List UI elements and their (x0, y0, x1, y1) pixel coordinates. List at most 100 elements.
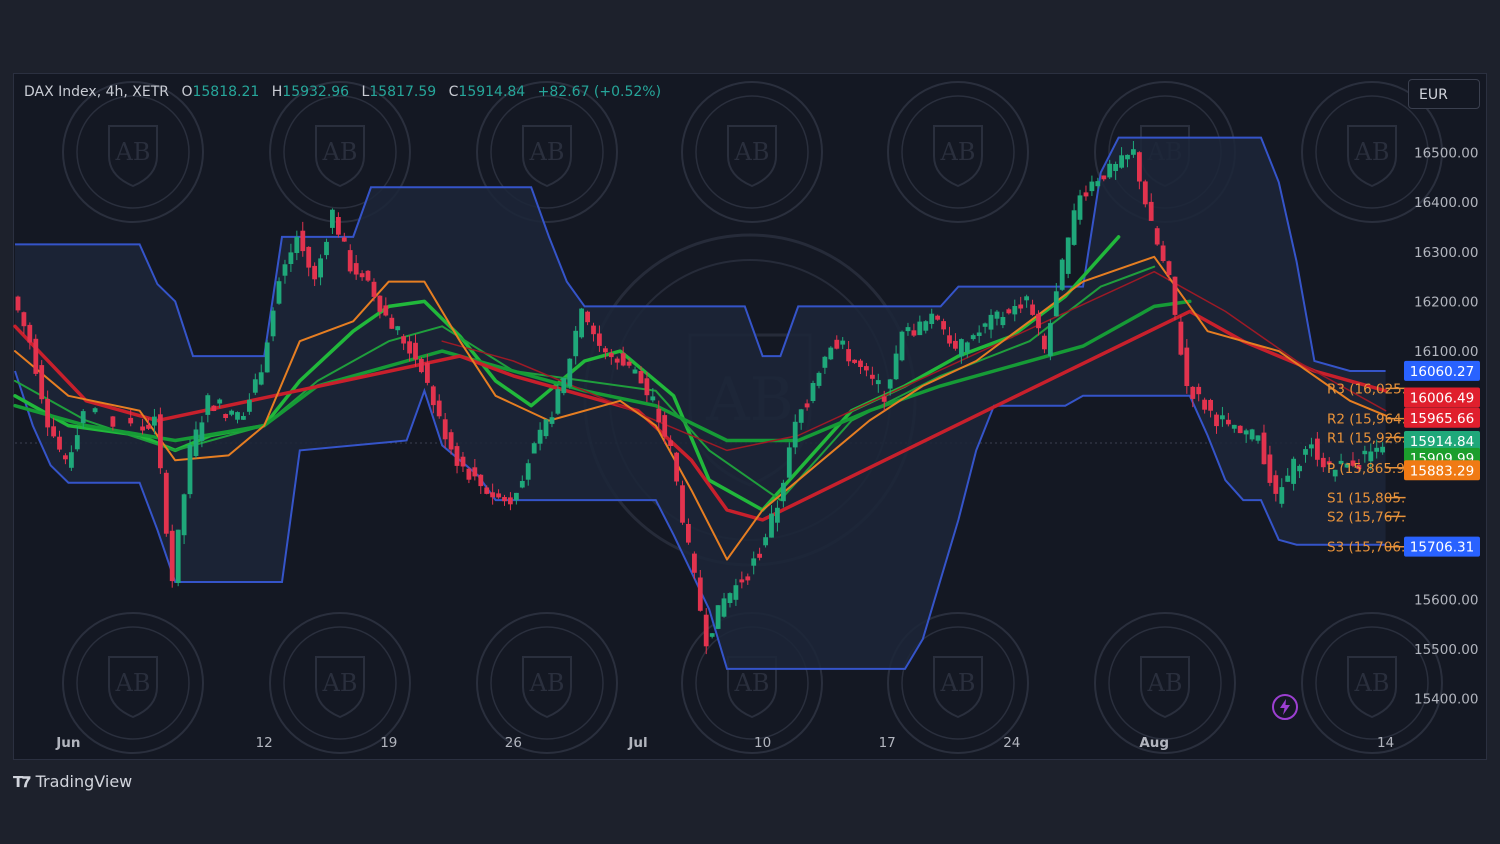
candle-body (1048, 323, 1053, 356)
candle-body (158, 414, 163, 469)
candle-body (1226, 419, 1231, 425)
symbol-title[interactable]: DAX Index, 4h, XETR (24, 84, 169, 100)
price-badge-label: 15883.29 (1410, 463, 1474, 479)
candle-body (781, 482, 786, 502)
candle-body (561, 377, 567, 394)
candle-body (377, 295, 383, 312)
price-badge (1404, 536, 1480, 557)
candle-body (816, 372, 822, 386)
candle-body (828, 347, 834, 360)
candle-body (662, 415, 668, 437)
time-tick-label: 19 (380, 735, 397, 751)
candle-body (472, 467, 478, 477)
candle-body (395, 326, 401, 331)
candle-body (490, 492, 495, 498)
candle-body (579, 308, 584, 338)
candle-body (1237, 425, 1243, 434)
lightning-icon[interactable] (1271, 693, 1299, 721)
candle-body (57, 436, 62, 450)
candle-body (258, 372, 264, 385)
candle-body (341, 237, 347, 242)
candle-body (697, 577, 703, 611)
candle-body (846, 349, 851, 362)
candle-body (365, 270, 371, 281)
price-tick-label: 16500.00 (1414, 146, 1478, 162)
candle-body (1101, 175, 1107, 180)
time-axis[interactable]: Jun121926Jul101724Aug1421 (55, 735, 1500, 751)
candle-body (63, 455, 68, 460)
candle-body (324, 241, 329, 256)
candle-body (425, 362, 430, 383)
ma-line-5 (14, 255, 1387, 561)
currency-selector[interactable]: EUR (1408, 79, 1480, 109)
candle-body (484, 487, 490, 494)
candle-body (608, 353, 614, 358)
candle-body (336, 217, 341, 235)
candle-body (751, 558, 757, 566)
candle-body (270, 310, 276, 337)
candle-body (733, 585, 739, 600)
candle-body (739, 579, 745, 583)
price-badge (1404, 360, 1480, 381)
candle-body (875, 380, 881, 385)
candle-body (235, 412, 240, 420)
candle-body (27, 324, 33, 343)
candle-body (656, 408, 662, 423)
watermark-seal-icon (1301, 612, 1443, 754)
time-tick-label: 24 (1003, 735, 1020, 751)
candle-body (1030, 304, 1035, 315)
time-tick-label: Jun (55, 735, 80, 751)
candle-body (887, 379, 893, 389)
candle-body (1320, 457, 1326, 468)
candle-body (1172, 276, 1178, 315)
candle-body (1113, 164, 1118, 171)
candle-body (508, 497, 513, 505)
candle-body (306, 246, 312, 268)
candle-body (389, 317, 395, 329)
tradingview-logo[interactable]: T𝟕 TradingView (13, 772, 132, 791)
candle-body (1137, 152, 1142, 182)
candle-body (1184, 347, 1190, 386)
candle-body (1285, 475, 1291, 482)
moving-averages (13, 235, 1388, 561)
candle-body (727, 593, 733, 603)
price-tick-label: 16300.00 (1414, 245, 1478, 261)
low-label: L (361, 84, 370, 100)
time-tick-label: 12 (256, 735, 273, 751)
candle-body (211, 405, 217, 411)
candle-body (1018, 304, 1024, 309)
candle-body (567, 358, 573, 387)
time-tick-label: 17 (879, 735, 896, 751)
candle-body (864, 366, 869, 371)
high-label: H (271, 84, 283, 100)
price-tick-label: 15500.00 (1414, 642, 1478, 658)
candle-body (769, 513, 774, 538)
candle-body (804, 403, 810, 408)
candle-body (1368, 451, 1374, 462)
price-badges: 16060.2716006.4915965.6615914.8401:01:49… (1404, 360, 1480, 557)
candle-body (45, 399, 50, 428)
time-tick-label: 26 (505, 735, 522, 751)
candle-body (205, 395, 211, 415)
candle-body (810, 383, 816, 401)
candle-body (935, 315, 940, 320)
candle-body (1303, 449, 1308, 455)
candle-body (353, 263, 359, 275)
candle-body (74, 435, 80, 450)
candle-body (929, 313, 935, 324)
price-axis[interactable]: 16500.00 16400.00 16300.00 16200.00 16100.00… (1414, 146, 1478, 708)
candle-body (347, 250, 353, 272)
candle-body (1053, 291, 1059, 317)
candle-body (1231, 424, 1237, 429)
time-tick-label: 10 (754, 735, 771, 751)
ma-line-3 (13, 309, 1388, 522)
candle-body (39, 365, 45, 400)
candle-body (692, 553, 697, 573)
candle-body (1071, 210, 1077, 245)
candle-body (917, 321, 923, 336)
candle-body (881, 396, 887, 402)
candle-body (905, 327, 911, 332)
candle-body (1338, 460, 1344, 464)
candle-body (715, 605, 721, 629)
